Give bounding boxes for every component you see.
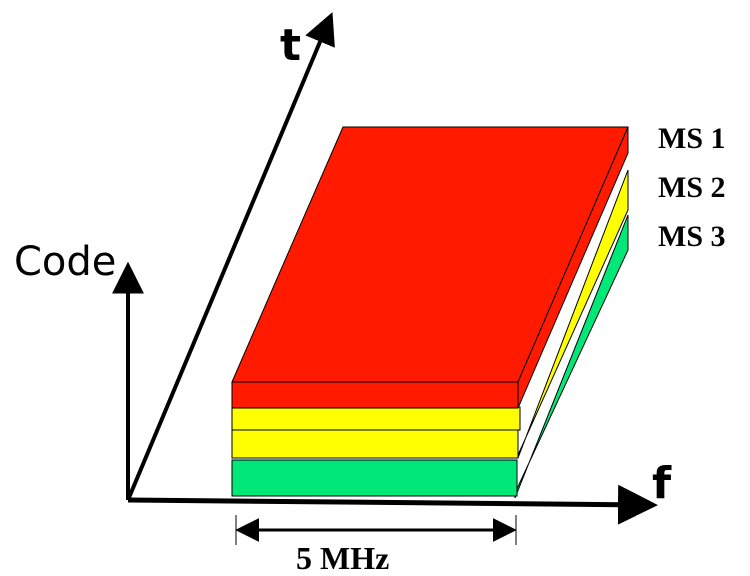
layer-ms1 xyxy=(231,126,629,409)
layer-ms2-front-upper xyxy=(231,406,521,431)
code-axis-label: Code xyxy=(14,239,116,285)
layer-ms3 xyxy=(231,214,629,499)
axes xyxy=(112,12,658,525)
time-axis xyxy=(126,12,335,501)
layer-ms1-top xyxy=(231,126,629,383)
frequency-axis xyxy=(127,484,658,525)
bandwidth-label: 5 MHz xyxy=(296,540,389,576)
frequency-axis-label: f xyxy=(652,458,672,509)
layer-ms1-front xyxy=(231,381,519,409)
layer-ms2-front-lower xyxy=(231,429,519,459)
layer-label-ms2: MS 2 xyxy=(658,171,726,204)
layer-label-ms1: MS 1 xyxy=(658,122,726,155)
time-axis-label: t xyxy=(280,20,301,71)
layer-ms2 xyxy=(231,169,629,459)
layer-ms3-front xyxy=(231,459,518,497)
layer-label-ms3: MS 3 xyxy=(658,220,726,253)
